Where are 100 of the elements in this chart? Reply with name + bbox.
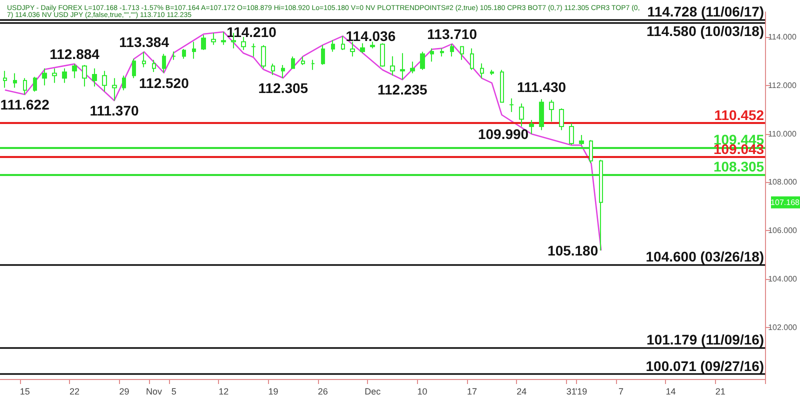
- candlestick: [490, 69, 494, 76]
- candlestick: [350, 41, 355, 58]
- candlestick: [62, 68, 67, 84]
- candlestick: [92, 68, 97, 88]
- candlestick: [162, 53, 166, 74]
- candlestick: [569, 122, 574, 146]
- x-tick-label: 29: [119, 386, 130, 396]
- candlestick: [291, 56, 295, 69]
- candlestick: [549, 99, 554, 122]
- candlestick: [102, 70, 107, 92]
- candlestick: [241, 36, 246, 51]
- candlestick: [192, 41, 196, 60]
- ref-line-label: 104.600 (03/26/18): [646, 248, 764, 264]
- candlestick: [440, 48, 444, 58]
- candlestick: [152, 59, 156, 73]
- x-tick-label: 14: [666, 386, 676, 396]
- candlestick: [400, 52, 405, 80]
- x-tick-label: 24: [516, 386, 527, 396]
- x-tick-label: 10: [417, 386, 428, 396]
- x-tick-label: 5: [171, 386, 176, 396]
- y-tick-label: 110.000: [768, 129, 797, 138]
- y-tick-label: 102.000: [768, 322, 798, 332]
- data-label: 112.884: [50, 46, 100, 62]
- candlestick: [529, 119, 534, 135]
- candlestick: [72, 63, 77, 79]
- y-tick-label: 108.000: [768, 178, 798, 187]
- ref-line-label: 114.728 (11/06/17): [647, 3, 764, 20]
- text: 107.168: [770, 198, 800, 207]
- candlestick: [311, 59, 315, 70]
- candlestick: [301, 56, 305, 66]
- candlestick: [13, 72, 17, 88]
- candlestick: [470, 48, 474, 70]
- candlestick: [221, 31, 226, 46]
- candlestick: [321, 44, 325, 66]
- candlestick: [172, 50, 176, 60]
- data-label: 112.235: [377, 82, 428, 98]
- x-tick-label: 15: [20, 386, 30, 396]
- y-tick-label: 114.000: [768, 32, 797, 42]
- x-tick-label: Dec: [364, 386, 382, 396]
- ref-line-label: 101.179 (11/09/16): [646, 331, 764, 348]
- x-tick-label: 19: [268, 386, 278, 396]
- ref-line-label: 110.452: [714, 106, 764, 123]
- ref-line-label: 108.305: [713, 158, 764, 175]
- candlestick: [331, 40, 335, 52]
- candlestick: [211, 32, 216, 46]
- candlestick: [370, 41, 375, 49]
- candlestick: [82, 64, 87, 88]
- candlestick: [261, 44, 266, 69]
- candlestick: [112, 78, 117, 102]
- candlestick: [182, 48, 186, 60]
- candlestick: [122, 75, 126, 91]
- data-label: 105.180: [548, 242, 598, 258]
- candlestick: [132, 58, 136, 79]
- candlestick: [450, 43, 454, 58]
- x-tick-label: 12: [218, 386, 229, 396]
- x-tick-label: 7: [618, 386, 624, 396]
- candlestick: [271, 63, 275, 76]
- candlestick: [390, 56, 395, 76]
- x-tick-label: 26: [318, 386, 328, 396]
- candlestick: [519, 103, 524, 128]
- x-tick-label: Nov: [146, 386, 163, 396]
- data-label: 114.210: [226, 24, 277, 40]
- data-label: 112.305: [258, 80, 308, 96]
- candlestick: [360, 42, 365, 54]
- candlestick: [579, 134, 584, 146]
- data-label: 109.990: [478, 126, 529, 142]
- candlestick: [3, 70, 7, 88]
- x-tick-label: 31: [566, 386, 576, 396]
- candlestick: [201, 34, 206, 51]
- candlestick: [559, 108, 564, 131]
- candlestick: [460, 46, 464, 60]
- x-tick-label: 21: [715, 386, 726, 396]
- data-label: 111.622: [0, 96, 50, 112]
- data-label: 113.710: [427, 26, 478, 42]
- candlestick: [500, 69, 504, 103]
- candlestick: [52, 68, 57, 84]
- candlestick: [33, 76, 37, 92]
- candlestick: [142, 51, 146, 68]
- candlestick: [509, 98, 514, 112]
- candlestick: [430, 48, 434, 62]
- x-tick-label: 22: [70, 386, 80, 396]
- annotation: 111.430: [516, 79, 566, 96]
- candlestick: [380, 42, 385, 68]
- y-tick-label: 104.000: [768, 274, 798, 284]
- candlestick: [251, 42, 256, 58]
- candlestick: [281, 64, 285, 78]
- y-tick-label: 106.000: [768, 226, 798, 236]
- ref-line-label: 100.071 (09/27/16): [646, 358, 764, 374]
- data-label: 113.384: [119, 34, 170, 50]
- y-tick-label: 112.000: [768, 80, 797, 90]
- data-label: 111.370: [90, 102, 140, 119]
- candlestick: [410, 61, 415, 74]
- x-tick-label: 17: [466, 386, 477, 396]
- candlestick: [23, 78, 27, 95]
- candlestick: [480, 62, 484, 79]
- candlestick: [341, 36, 345, 51]
- data-label: 112.520: [139, 74, 190, 91]
- candlestick: [42, 68, 47, 86]
- candlestick: [420, 51, 425, 70]
- candlestick: [539, 98, 544, 131]
